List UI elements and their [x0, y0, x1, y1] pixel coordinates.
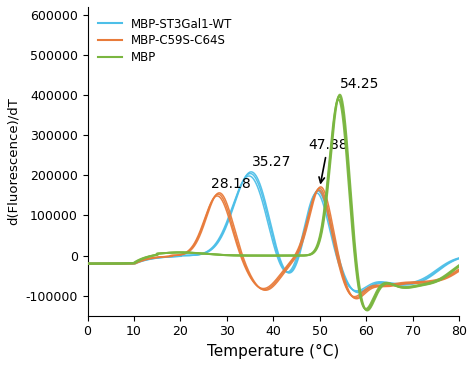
- Text: 54.25: 54.25: [340, 77, 380, 91]
- Text: 28.18: 28.18: [210, 177, 250, 191]
- X-axis label: Temperature (°C): Temperature (°C): [207, 344, 339, 359]
- Y-axis label: d(Fluorescence)/dT: d(Fluorescence)/dT: [7, 97, 20, 225]
- Text: 35.27: 35.27: [253, 156, 292, 169]
- Text: 47.88: 47.88: [308, 138, 348, 183]
- Legend: MBP-ST3Gal1-WT, MBP-C59S-C64S, MBP: MBP-ST3Gal1-WT, MBP-C59S-C64S, MBP: [93, 13, 237, 68]
